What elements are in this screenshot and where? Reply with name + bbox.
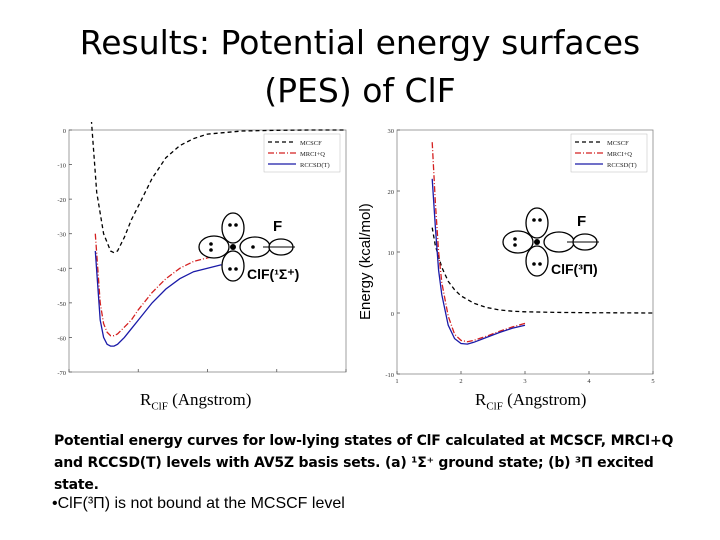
x-label-prefix: R <box>140 390 152 409</box>
x-tick-label: 1 <box>395 378 398 384</box>
series-line-mcscf <box>431 227 654 314</box>
y-tick-label: -10 <box>57 163 66 170</box>
orbital-lobe <box>221 250 245 282</box>
x-label-prefix: R <box>475 390 487 409</box>
y-tick-label: -60 <box>57 335 66 342</box>
y-tick-label: 10 <box>388 250 395 257</box>
series-line-mcscf <box>90 122 346 254</box>
nucleus-dot <box>230 244 236 250</box>
x-tick-label: 4 <box>587 378 591 384</box>
electron-dot <box>532 262 536 266</box>
state-label: ClF(¹Σ⁺) <box>247 266 299 282</box>
y-tick-label: -50 <box>57 301 66 308</box>
figure-caption: Potential energy curves for low-lying st… <box>54 433 674 493</box>
x-label-suffix: (Angstrom) <box>502 390 587 409</box>
legend-entry: MCSCF <box>300 140 322 147</box>
orbital-diagram: F ClF(¹Σ⁺) <box>198 212 299 282</box>
y-tick-label: 0 <box>391 311 394 318</box>
electron-dot <box>513 243 517 247</box>
y-tick-label: -10 <box>385 372 394 379</box>
electron-dot <box>251 245 255 249</box>
x-label-sub: ClF <box>486 400 503 413</box>
y-tick-label: 0 <box>63 128 66 135</box>
series-line-mrciq <box>431 142 526 343</box>
state-label: ClF(³Π) <box>551 261 598 277</box>
electron-dot <box>234 267 238 271</box>
electron-dot <box>228 267 232 271</box>
orbital-lobe <box>502 230 534 254</box>
orbital-diagram: F ClF(³Π) <box>502 207 599 277</box>
slide-title-line2: (PES) of ClF <box>264 71 456 110</box>
y-axis-label: Energy (kcal/mol) <box>357 203 374 320</box>
y-tick-label: 20 <box>388 189 395 196</box>
atom-label-f: F <box>273 218 282 235</box>
electron-dot <box>234 223 238 227</box>
y-tick-label: -30 <box>57 232 66 239</box>
x-tick-label: 5 <box>651 378 654 384</box>
x-label-sub: ClF <box>151 400 168 413</box>
electron-dot <box>209 242 213 246</box>
chart-ground-state: 0 -10 -20 -30 -40 -50 -60 -70 MCSCF MRCI+Q RCCSD(T… <box>57 122 347 377</box>
legend-entry: MRCI+Q <box>300 151 325 158</box>
x-axis-label-a: RClF (Angstrom) <box>140 390 251 412</box>
y-tick-label: 30 <box>388 128 395 135</box>
y-tick-label: -40 <box>57 266 66 273</box>
electron-dot <box>228 223 232 227</box>
series-line-mrciq <box>94 233 222 337</box>
x-tick-label: 2 <box>459 378 462 384</box>
series-line-rccsdt <box>431 178 526 345</box>
legend-entry: RCCSD(T) <box>607 162 637 169</box>
electron-dot <box>209 248 213 252</box>
atom-label-f: F <box>577 213 586 230</box>
series-line-rccsdt <box>94 250 222 347</box>
slide-title-line1: Results: Potential energy surfaces <box>79 23 641 62</box>
orbital-lobe <box>525 207 549 239</box>
legend-entry: MRCI+Q <box>607 151 632 158</box>
orbital-lobe <box>198 235 230 259</box>
electron-dot <box>538 218 542 222</box>
x-axis-label-b: RClF (Angstrom) <box>475 390 586 412</box>
electron-dot <box>532 218 536 222</box>
x-tick-label: 3 <box>523 378 526 384</box>
legend-entry: MCSCF <box>607 140 629 147</box>
chart-excited-state: 30 20 10 0 -101 2 3 4 5 MCSCF MRCI+Q RCCSD(T) F ClF(³… <box>385 128 654 384</box>
electron-dot <box>538 262 542 266</box>
electron-dot <box>513 237 517 241</box>
bullet-note: •ClF(³Π) is not bound at the MCSCF level <box>52 495 345 512</box>
y-tick-label: -70 <box>57 370 66 377</box>
y-tick-label: -20 <box>57 197 66 204</box>
orbital-lobe <box>525 245 549 277</box>
x-label-suffix: (Angstrom) <box>167 390 252 409</box>
nucleus-dot <box>534 239 540 245</box>
legend-entry: RCCSD(T) <box>300 162 330 169</box>
orbital-lobe <box>221 212 245 244</box>
